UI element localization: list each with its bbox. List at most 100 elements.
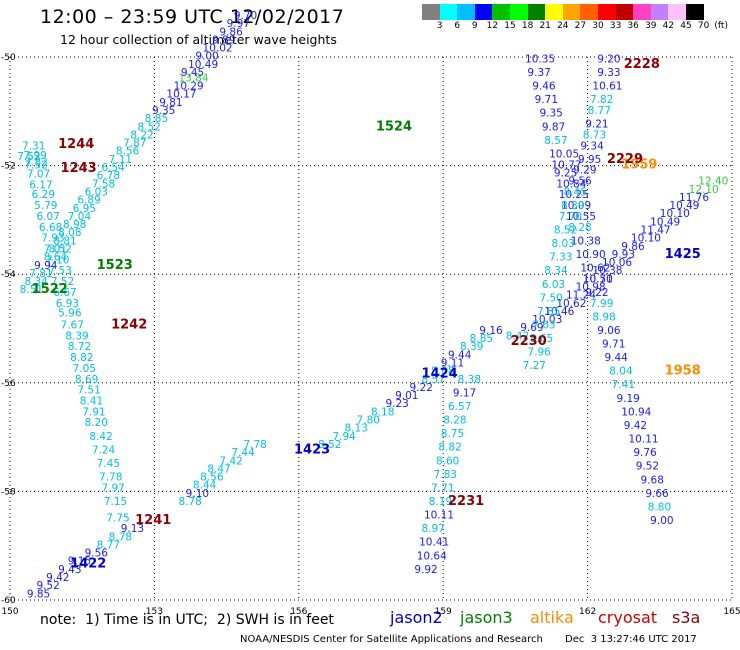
data-point-swh: 10.62 (580, 262, 610, 274)
track-time-label: 1425 (665, 247, 701, 262)
data-point-swh: 9.10 (186, 488, 209, 500)
data-point-swh: 9.95 (578, 154, 601, 166)
data-point-swh: 10.90 (576, 249, 606, 261)
track-time-label: 1424 (422, 366, 458, 381)
data-point-swh: 9.17 (453, 387, 476, 399)
data-point-swh: 8.41 (80, 396, 103, 408)
data-point-swh: 9.69 (520, 322, 543, 334)
legend-label: 39 (645, 21, 657, 31)
data-point-swh: 7.78 (99, 472, 122, 484)
data-point-swh: 7.44 (231, 447, 255, 459)
legend-label: 42 (662, 21, 675, 31)
data-point-swh: 7.93 (41, 233, 64, 245)
y-tick-label: -50 (1, 53, 16, 63)
data-point-swh: 7.87 (123, 138, 146, 150)
data-point-swh: 7.78 (243, 439, 266, 451)
data-point-swh: 10.17 (166, 89, 196, 101)
data-point-swh: 7.71 (431, 482, 454, 494)
legend-swatch (580, 4, 598, 20)
data-point-swh: 7.51 (77, 385, 100, 397)
data-point-swh: 7.58 (92, 178, 115, 190)
data-point-swh: 9.21 (585, 119, 608, 131)
data-point-swh: 10.11 (424, 510, 454, 522)
data-point-swh: 9.46 (532, 81, 556, 93)
data-point-swh: 7.15 (104, 496, 127, 508)
data-point-swh: 10.77 (552, 159, 582, 171)
data-point-swh: 8.97 (422, 523, 445, 535)
data-point-swh: 7.85 (537, 306, 560, 318)
data-point-swh: 10.49 (669, 200, 699, 212)
data-point-swh: 9.86 (621, 241, 645, 253)
legend-label: 21 (539, 21, 551, 31)
data-point-swh: 10.38 (571, 235, 601, 247)
data-point-swh: 8.77 (97, 539, 120, 551)
data-point-swh: 9.35 (152, 105, 175, 117)
data-point-swh: 10.03 (532, 314, 562, 326)
data-point-swh: 8.34 (544, 265, 568, 277)
legend-label: 36 (627, 21, 639, 31)
data-point-swh: 9.94 (34, 260, 58, 272)
data-point-swh: 6.57 (448, 401, 471, 413)
legend-label: 24 (557, 21, 569, 31)
legend-label: 70 (697, 21, 710, 31)
data-point-swh: 9.71 (535, 94, 558, 106)
legend-label: 3 (436, 21, 443, 31)
data-point-swh: 8.82 (438, 442, 461, 454)
x-tick-label: 150 (1, 607, 18, 617)
data-point-swh: 8.34 (24, 276, 48, 288)
data-point-swh: 10.41 (419, 537, 449, 549)
data-point-swh: 9.89 (212, 34, 235, 46)
data-point-swh: 10.64 (417, 550, 447, 562)
data-point-swh: 7.99 (590, 298, 613, 310)
data-point-swh: 8.28 (443, 415, 466, 427)
data-point-swh: 7.80 (357, 415, 380, 427)
legend-swatch (597, 4, 616, 20)
data-point-swh: 9.52 (636, 461, 659, 473)
data-point-swh: 7.01 (44, 243, 67, 255)
data-point-swh: 9.86 (219, 26, 243, 38)
track-time-label: 1959 (621, 157, 657, 172)
data-point-swh: 7.94 (332, 431, 356, 443)
track-time-label: 1423 (294, 442, 330, 457)
legend-swatch (439, 4, 458, 20)
data-point-swh: 10.38 (592, 265, 622, 277)
data-point-swh: 8.39 (65, 330, 88, 342)
data-point-swh: 10.10 (660, 208, 690, 220)
mission-label-jason2: jason2 (390, 608, 443, 627)
data-point-swh: 5.96 (58, 308, 82, 320)
legend-label: 18 (521, 21, 534, 31)
legend-label: 45 (680, 21, 692, 31)
data-point-swh: 9.13 (121, 523, 144, 535)
data-point-swh: 9.68 (641, 474, 664, 486)
data-point-swh: 9.35 (539, 108, 562, 120)
data-point-swh: 10.62 (556, 298, 586, 310)
data-point-swh: 8.39 (460, 341, 483, 353)
data-point-swh: 8.52 (138, 121, 161, 133)
data-point-swh: 10.49 (188, 59, 218, 71)
y-tick-label: -56 (1, 379, 16, 389)
data-point-swh: 10.02 (203, 43, 233, 55)
data-point-swh: 10.61 (592, 81, 622, 93)
data-point-swh: 5.79 (34, 200, 57, 212)
y-tick-label: -54 (1, 270, 16, 280)
data-point-swh: 7.52 (17, 151, 40, 163)
data-point-swh: 9.56 (85, 548, 109, 560)
x-tick-label: 156 (290, 607, 307, 617)
legend-label: 30 (592, 21, 604, 31)
data-point-swh: 9.29 (573, 165, 596, 177)
data-point-swh: 10.05 (549, 148, 579, 160)
data-point-swh: 9.52 (36, 580, 59, 592)
data-point-swh: 10.06 (602, 257, 632, 269)
legend-label: 15 (504, 21, 516, 31)
data-point-swh: 10.84 (556, 178, 586, 190)
legend-label: (ft) (714, 21, 728, 31)
data-point-swh: 12.40 (698, 176, 728, 188)
track-time-label: 1524 (376, 119, 412, 134)
data-point-swh: 8.57 (544, 135, 567, 147)
data-point-swh: 6.93 (56, 298, 79, 310)
x-tick-label: 153 (146, 607, 163, 617)
data-point-swh: 9.22 (410, 382, 433, 394)
legend-swatch (492, 4, 510, 20)
data-point-swh: 7.33 (549, 252, 572, 264)
